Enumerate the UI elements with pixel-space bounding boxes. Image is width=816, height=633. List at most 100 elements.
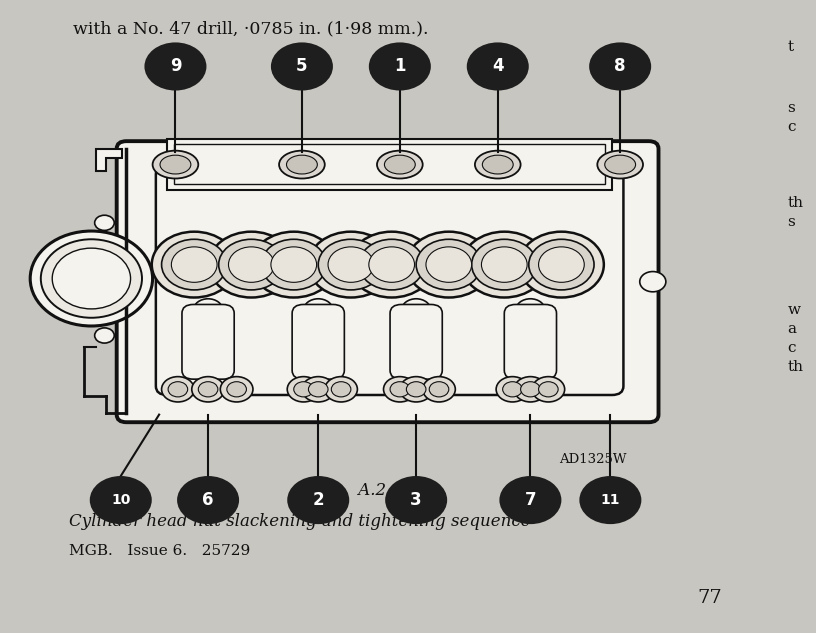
- Circle shape: [251, 232, 336, 298]
- Circle shape: [406, 232, 491, 298]
- Circle shape: [462, 232, 547, 298]
- Circle shape: [308, 382, 328, 397]
- Text: 10: 10: [111, 493, 131, 507]
- Circle shape: [227, 382, 246, 397]
- Circle shape: [41, 239, 142, 318]
- Circle shape: [369, 247, 415, 282]
- Circle shape: [302, 377, 335, 402]
- Circle shape: [294, 382, 313, 397]
- Circle shape: [426, 247, 472, 282]
- Text: w: w: [787, 303, 800, 317]
- Circle shape: [52, 248, 131, 309]
- Circle shape: [400, 377, 432, 402]
- Circle shape: [318, 239, 384, 290]
- Circle shape: [467, 42, 529, 91]
- Circle shape: [401, 299, 431, 322]
- Circle shape: [496, 377, 529, 402]
- Ellipse shape: [597, 151, 643, 179]
- Circle shape: [481, 247, 527, 282]
- FancyBboxPatch shape: [292, 304, 344, 379]
- Circle shape: [287, 476, 349, 524]
- Text: Cylinder head nut slackening and tightening sequence: Cylinder head nut slackening and tighten…: [69, 513, 531, 530]
- Circle shape: [331, 382, 351, 397]
- Ellipse shape: [605, 155, 636, 174]
- Circle shape: [168, 382, 188, 397]
- Text: Fig.  A.2: Fig. A.2: [315, 482, 387, 499]
- Text: 2: 2: [313, 491, 324, 509]
- Ellipse shape: [384, 155, 415, 174]
- Circle shape: [162, 239, 227, 290]
- Circle shape: [514, 377, 547, 402]
- Text: 77: 77: [698, 589, 722, 606]
- Text: c: c: [787, 341, 796, 355]
- Polygon shape: [96, 149, 122, 171]
- Circle shape: [369, 42, 431, 91]
- Text: 8: 8: [614, 58, 626, 75]
- Circle shape: [95, 215, 114, 230]
- Circle shape: [144, 42, 206, 91]
- Circle shape: [95, 328, 114, 343]
- Text: th: th: [787, 360, 804, 374]
- Text: 11: 11: [601, 493, 620, 507]
- Circle shape: [328, 247, 374, 282]
- Circle shape: [220, 377, 253, 402]
- FancyBboxPatch shape: [504, 304, 557, 379]
- Circle shape: [529, 239, 594, 290]
- Circle shape: [589, 42, 651, 91]
- Text: s: s: [787, 101, 795, 115]
- FancyBboxPatch shape: [390, 304, 442, 379]
- Circle shape: [271, 247, 317, 282]
- Circle shape: [503, 382, 522, 397]
- Text: 6: 6: [202, 491, 214, 509]
- Text: c: c: [787, 120, 796, 134]
- Text: 7: 7: [525, 491, 536, 509]
- Ellipse shape: [160, 155, 191, 174]
- Circle shape: [423, 377, 455, 402]
- Circle shape: [349, 232, 434, 298]
- Circle shape: [162, 377, 194, 402]
- Circle shape: [192, 377, 224, 402]
- FancyBboxPatch shape: [117, 141, 659, 422]
- Circle shape: [416, 239, 481, 290]
- Circle shape: [539, 247, 584, 282]
- Circle shape: [640, 272, 666, 292]
- Circle shape: [193, 299, 223, 322]
- Text: 9: 9: [170, 58, 181, 75]
- Circle shape: [228, 247, 274, 282]
- Circle shape: [30, 231, 153, 326]
- Circle shape: [325, 377, 357, 402]
- Text: s: s: [787, 215, 795, 229]
- Circle shape: [521, 382, 540, 397]
- Circle shape: [384, 377, 416, 402]
- Circle shape: [171, 247, 217, 282]
- Text: a: a: [787, 322, 796, 336]
- Circle shape: [198, 382, 218, 397]
- Ellipse shape: [153, 151, 198, 179]
- Text: th: th: [787, 196, 804, 210]
- FancyBboxPatch shape: [182, 304, 234, 379]
- Circle shape: [287, 377, 320, 402]
- Circle shape: [385, 476, 447, 524]
- Circle shape: [209, 232, 294, 298]
- Ellipse shape: [482, 155, 513, 174]
- Text: 1: 1: [394, 58, 406, 75]
- Circle shape: [406, 382, 426, 397]
- Circle shape: [519, 232, 604, 298]
- Circle shape: [539, 382, 558, 397]
- Text: t: t: [787, 41, 794, 54]
- Circle shape: [308, 232, 393, 298]
- Circle shape: [499, 476, 561, 524]
- Circle shape: [579, 476, 641, 524]
- Text: AD1325W: AD1325W: [559, 453, 627, 466]
- Circle shape: [177, 476, 239, 524]
- Circle shape: [390, 382, 410, 397]
- Circle shape: [271, 42, 333, 91]
- Text: 5: 5: [296, 58, 308, 75]
- FancyBboxPatch shape: [167, 139, 612, 190]
- Circle shape: [261, 239, 326, 290]
- Circle shape: [359, 239, 424, 290]
- Circle shape: [304, 299, 333, 322]
- Circle shape: [516, 299, 545, 322]
- Text: with a No. 47 drill, ·0785 in. (1·98 mm.).: with a No. 47 drill, ·0785 in. (1·98 mm.…: [73, 20, 429, 37]
- Text: MGB.   Issue 6.   25729: MGB. Issue 6. 25729: [69, 544, 251, 558]
